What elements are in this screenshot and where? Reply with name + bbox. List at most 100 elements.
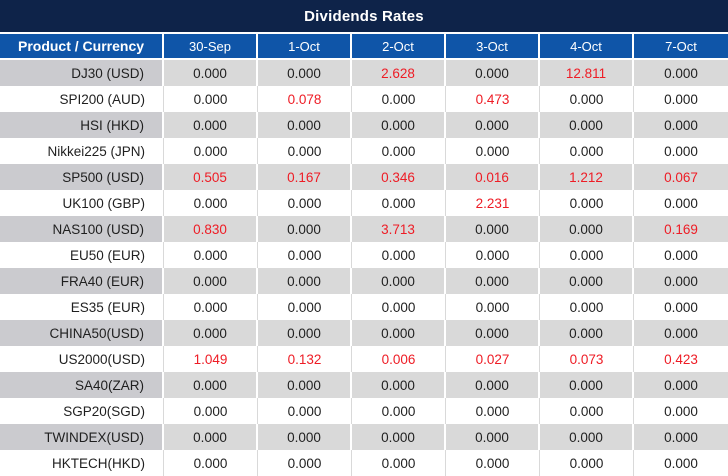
column-header-date: 7-Oct (634, 34, 728, 60)
table-row: SPI200 (AUD) 0.000 0.078 0.000 0.473 0.000 0.… (0, 86, 728, 112)
value-cell: 0.000 (258, 398, 352, 424)
value-cell: 0.000 (634, 320, 728, 346)
column-header-date: 4-Oct (540, 34, 634, 60)
value-cell: 0.000 (634, 60, 728, 86)
value-cell: 0.000 (634, 242, 728, 268)
value-cell: 0.000 (634, 450, 728, 476)
value-cell: 0.000 (164, 190, 258, 216)
value-cell: 0.000 (540, 242, 634, 268)
value-cell: 0.000 (446, 60, 540, 86)
value-cell: 0.000 (164, 294, 258, 320)
value-cell: 0.000 (446, 216, 540, 242)
value-cell: 0.000 (258, 294, 352, 320)
product-cell: SP500 (USD) (0, 164, 164, 190)
value-cell: 0.000 (164, 372, 258, 398)
value-cell: 0.000 (352, 86, 446, 112)
table-row: SP500 (USD) 0.505 0.167 0.346 0.016 1.212 0.0… (0, 164, 728, 190)
value-cell: 0.000 (352, 138, 446, 164)
value-cell: 0.078 (258, 86, 352, 112)
value-cell: 0.000 (634, 268, 728, 294)
value-cell: 0.000 (446, 112, 540, 138)
table-body: DJ30 (USD) 0.000 0.000 2.628 0.000 12.811 0.0… (0, 60, 728, 476)
table-row: HKTECH(HKD) 0.000 0.000 0.000 0.000 0.000 0.0… (0, 450, 728, 476)
value-cell: 0.000 (540, 268, 634, 294)
value-cell: 0.027 (446, 346, 540, 372)
value-cell: 0.000 (352, 112, 446, 138)
table-row: EU50 (EUR) 0.000 0.000 0.000 0.000 0.000 0.00… (0, 242, 728, 268)
value-cell: 0.000 (352, 398, 446, 424)
table-row: TWINDEX(USD) 0.000 0.000 0.000 0.000 0.000 0.… (0, 424, 728, 450)
value-cell: 0.000 (540, 190, 634, 216)
product-cell: HKTECH(HKD) (0, 450, 164, 476)
product-cell: EU50 (EUR) (0, 242, 164, 268)
value-cell: 0.000 (446, 372, 540, 398)
column-header-date: 30-Sep (164, 34, 258, 60)
value-cell: 0.000 (446, 450, 540, 476)
value-cell: 0.000 (352, 242, 446, 268)
value-cell: 0.000 (352, 294, 446, 320)
table-row: SA40(ZAR) 0.000 0.000 0.000 0.000 0.000 0.000 (0, 372, 728, 398)
value-cell: 0.000 (258, 138, 352, 164)
dividends-table: Product / Currency 30-Sep 1-Oct 2-Oct 3-Oct… (0, 34, 728, 476)
value-cell: 0.423 (634, 346, 728, 372)
value-cell: 0.000 (258, 424, 352, 450)
value-cell: 0.000 (164, 112, 258, 138)
product-cell: NAS100 (USD) (0, 216, 164, 242)
value-cell: 0.000 (164, 242, 258, 268)
column-header-date: 3-Oct (446, 34, 540, 60)
value-cell: 0.000 (634, 424, 728, 450)
table-row: UK100 (GBP) 0.000 0.000 0.000 2.231 0.000 0.0… (0, 190, 728, 216)
value-cell: 0.000 (164, 60, 258, 86)
product-cell: UK100 (GBP) (0, 190, 164, 216)
value-cell: 0.067 (634, 164, 728, 190)
product-cell: SPI200 (AUD) (0, 86, 164, 112)
value-cell: 1.049 (164, 346, 258, 372)
column-header-date: 1-Oct (258, 34, 352, 60)
value-cell: 0.000 (258, 216, 352, 242)
product-cell: HSI (HKD) (0, 112, 164, 138)
value-cell: 0.006 (352, 346, 446, 372)
value-cell: 1.212 (540, 164, 634, 190)
table-row: CHINA50(USD) 0.000 0.000 0.000 0.000 0.000 0.… (0, 320, 728, 346)
header-row: Product / Currency 30-Sep 1-Oct 2-Oct 3-Oct… (0, 34, 728, 60)
value-cell: 0.000 (352, 268, 446, 294)
value-cell: 0.000 (258, 320, 352, 346)
value-cell: 0.169 (634, 216, 728, 242)
value-cell: 0.000 (258, 112, 352, 138)
table-row: US2000(USD) 1.049 0.132 0.006 0.027 0.073 0.4… (0, 346, 728, 372)
value-cell: 0.000 (634, 138, 728, 164)
value-cell: 0.000 (352, 424, 446, 450)
column-header-product: Product / Currency (0, 34, 164, 60)
value-cell: 0.000 (164, 450, 258, 476)
product-cell: TWINDEX(USD) (0, 424, 164, 450)
value-cell: 0.830 (164, 216, 258, 242)
value-cell: 0.000 (164, 424, 258, 450)
value-cell: 0.000 (258, 268, 352, 294)
column-header-date: 2-Oct (352, 34, 446, 60)
table-row: HSI (HKD) 0.000 0.000 0.000 0.000 0.000 0.000 (0, 112, 728, 138)
value-cell: 0.000 (540, 450, 634, 476)
product-cell: FRA40 (EUR) (0, 268, 164, 294)
value-cell: 2.231 (446, 190, 540, 216)
value-cell: 0.073 (540, 346, 634, 372)
widget-title: Dividends Rates (0, 0, 728, 34)
value-cell: 0.000 (446, 294, 540, 320)
value-cell: 0.000 (540, 320, 634, 346)
table-row: Nikkei225 (JPN) 0.000 0.000 0.000 0.000 0.00… (0, 138, 728, 164)
value-cell: 0.167 (258, 164, 352, 190)
value-cell: 0.000 (258, 190, 352, 216)
value-cell: 0.000 (634, 294, 728, 320)
product-cell: SGP20(SGD) (0, 398, 164, 424)
value-cell: 0.000 (634, 112, 728, 138)
value-cell: 0.000 (164, 138, 258, 164)
value-cell: 0.000 (634, 190, 728, 216)
value-cell: 0.000 (634, 398, 728, 424)
value-cell: 0.000 (634, 86, 728, 112)
value-cell: 0.000 (540, 424, 634, 450)
value-cell: 0.000 (540, 216, 634, 242)
product-cell: DJ30 (USD) (0, 60, 164, 86)
value-cell: 0.000 (446, 138, 540, 164)
value-cell: 0.000 (540, 372, 634, 398)
table-row: SGP20(SGD) 0.000 0.000 0.000 0.000 0.000 0.00… (0, 398, 728, 424)
